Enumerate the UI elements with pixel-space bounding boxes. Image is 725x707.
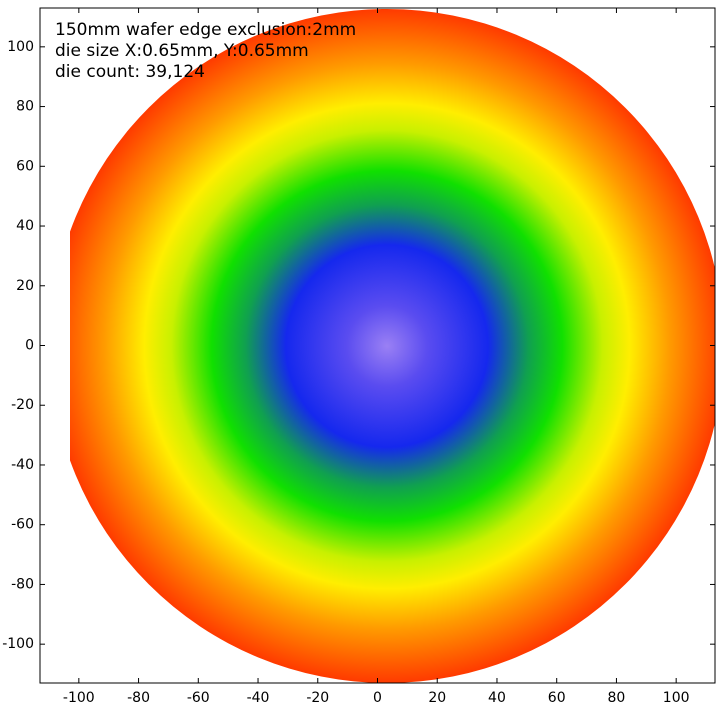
x-tick-label: -20	[306, 690, 329, 706]
y-tick-label: -100	[2, 636, 34, 652]
x-tick-label: -80	[127, 690, 150, 706]
annotation: 150mm wafer edge exclusion:2mm	[55, 20, 356, 40]
annotation: die count: 39,124	[55, 62, 205, 82]
y-tick-label: -20	[11, 397, 34, 413]
x-tick-label: 60	[548, 690, 566, 706]
y-tick-label: -80	[11, 576, 34, 592]
x-tick-label: 80	[608, 690, 626, 706]
wafer-map	[70, 9, 715, 683]
x-tick-label: -100	[63, 690, 95, 706]
annotation: die size X:0.65mm, Y:0.65mm	[55, 41, 309, 61]
y-tick-label: 100	[7, 39, 34, 55]
y-tick-label: 40	[16, 218, 34, 234]
x-tick-label: 40	[488, 690, 506, 706]
x-tick-label: 20	[428, 690, 446, 706]
y-tick-label: -40	[11, 457, 34, 473]
y-tick-label: -60	[11, 517, 34, 533]
y-tick-label: 20	[16, 278, 34, 294]
x-tick-label: 100	[663, 690, 690, 706]
y-tick-label: 60	[16, 158, 34, 174]
x-tick-label: -40	[247, 690, 270, 706]
y-tick-label: 80	[16, 99, 34, 115]
x-tick-label: 0	[373, 690, 382, 706]
y-tick-label: 0	[25, 338, 34, 354]
x-tick-label: -60	[187, 690, 210, 706]
